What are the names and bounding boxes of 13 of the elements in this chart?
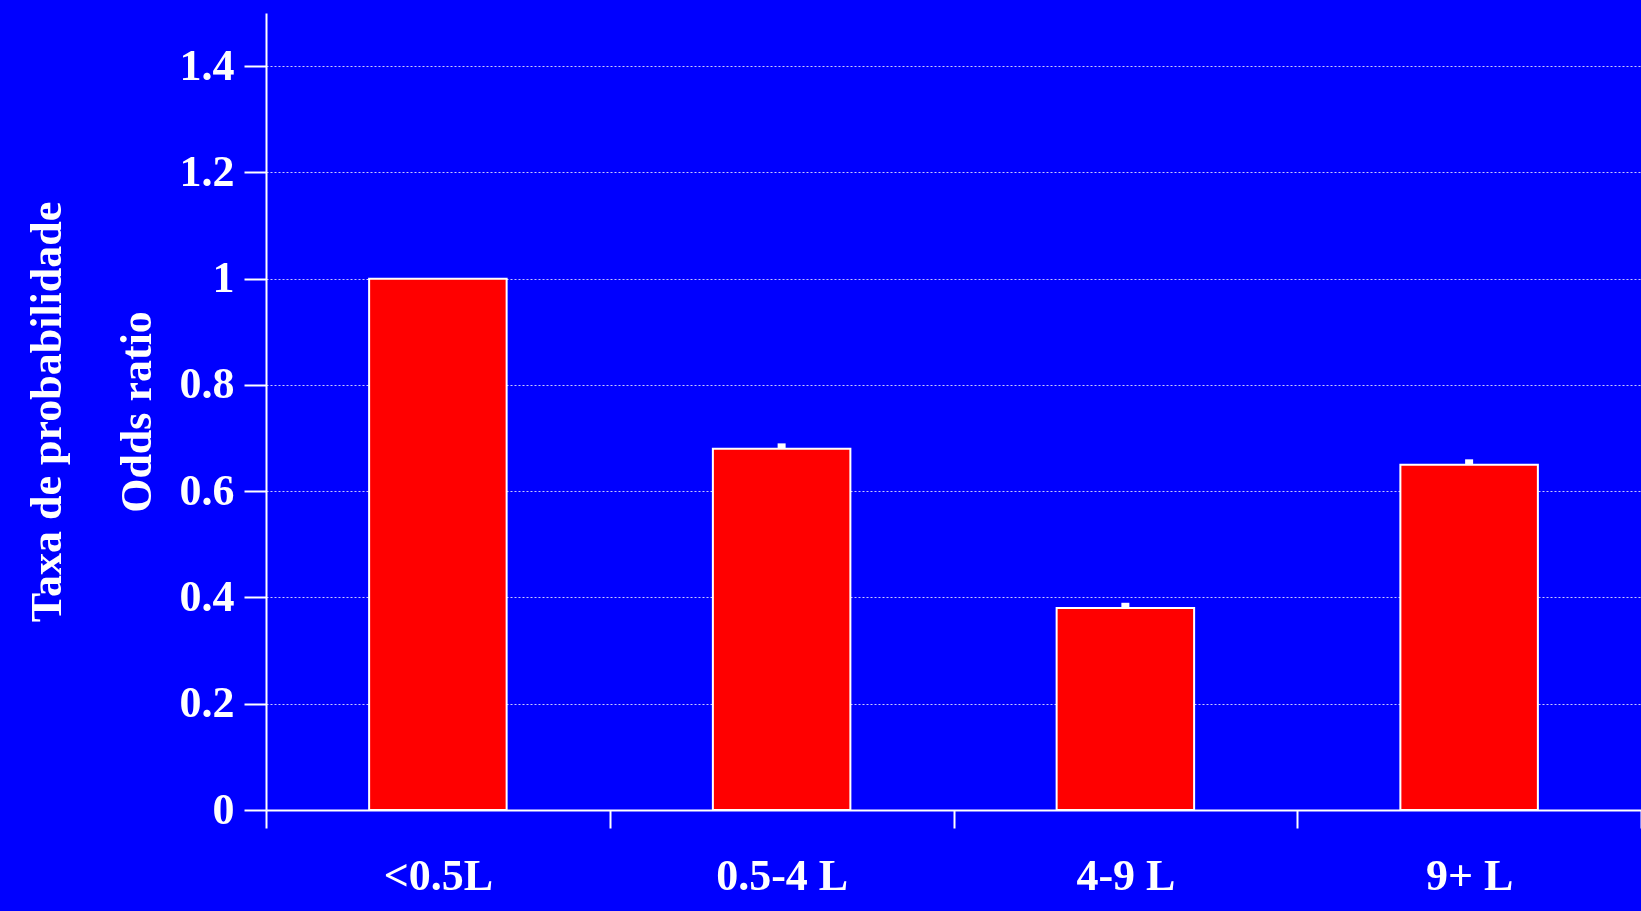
y-tick-label: 1.2 — [179, 146, 235, 196]
y-tick-label: 0 — [212, 784, 235, 834]
x-tick-label: 0.5-4 L — [716, 850, 849, 900]
y-tick-label: 0.6 — [179, 465, 235, 515]
y-tick-label: 0.8 — [179, 359, 235, 409]
x-tick-label: 9+ L — [1425, 850, 1514, 900]
y-tick-label: 0.4 — [179, 571, 235, 621]
y-tick-label: 1.4 — [179, 40, 235, 90]
y-tick-label: 0.2 — [179, 678, 235, 728]
y-axis-title: Taxa de probabilidade Odds ratio — [21, 201, 161, 623]
x-tick-label: 4-9 L — [1076, 850, 1176, 900]
x-tick-label: <0.5L — [383, 850, 494, 900]
y-tick-label: 1 — [212, 253, 235, 303]
